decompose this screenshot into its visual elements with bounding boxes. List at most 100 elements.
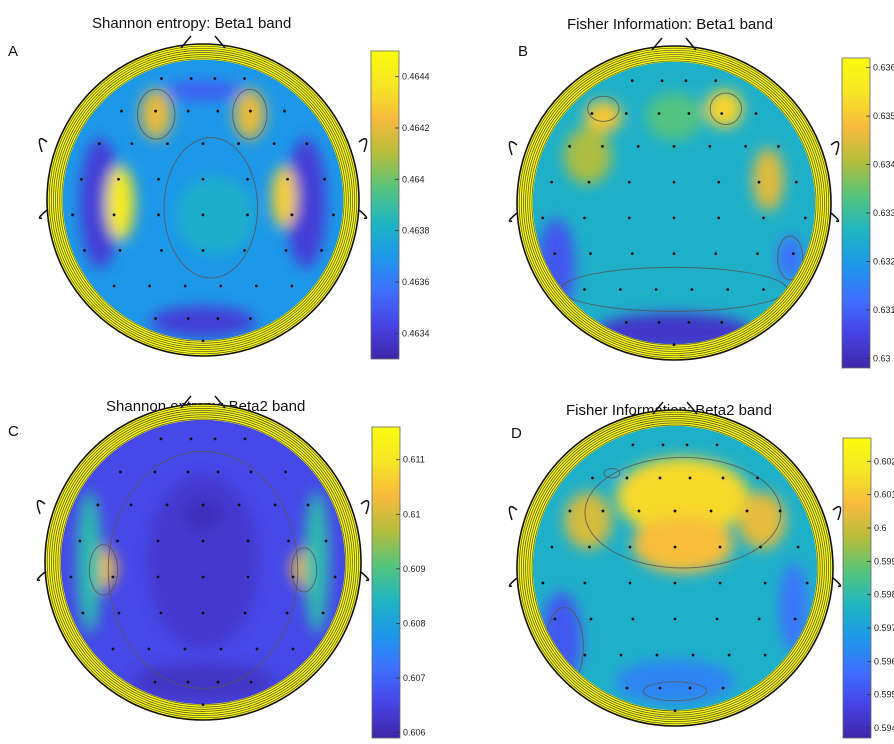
electrode-dot (111, 647, 115, 651)
electrode-dot (721, 476, 725, 480)
electrode-dot (154, 109, 157, 113)
electrode-dot (541, 216, 545, 220)
colorbar-tick-label: 0.4642 (402, 123, 430, 133)
electrode-dot (71, 213, 74, 217)
electrode-dot (219, 284, 223, 288)
electrode-dot (550, 545, 554, 549)
electrode-dot (216, 470, 220, 474)
rim-contour (50, 47, 356, 353)
electrode-dot (672, 144, 676, 148)
electrode-dot (654, 288, 658, 291)
contour-line (136, 88, 176, 140)
blob-right-temporal-cold (779, 563, 808, 652)
electrode-dot (306, 503, 310, 507)
rim-contour (59, 56, 347, 344)
electrode-dot (588, 545, 591, 549)
electrode-dot (159, 611, 163, 615)
electrode-dot (756, 476, 759, 480)
blob-right-frontal-warm (738, 492, 786, 550)
colorbar-tick-label: 0.635 (873, 111, 894, 121)
blob-posterior-cold (149, 306, 257, 338)
contour-line (232, 88, 268, 140)
blob-left-warm (564, 127, 612, 185)
rim-contour (529, 422, 821, 714)
electrode-dot (715, 617, 719, 621)
blob-central-warm (176, 176, 255, 255)
topomap-field (532, 425, 818, 711)
electrode-dot (153, 470, 157, 474)
electrode-dot (763, 581, 767, 585)
electrode-dot (754, 112, 758, 115)
electrode-dot (684, 79, 688, 83)
colorbar-tick-label: 0.594 (874, 723, 894, 733)
nose-icon (652, 401, 698, 415)
electrode-dot (246, 177, 249, 181)
electrode-dot (672, 180, 676, 184)
electrode-dot (715, 443, 719, 447)
rim-contour (55, 52, 351, 348)
head-outline (516, 409, 834, 727)
electrode-dot (583, 653, 587, 657)
electrode-dot (718, 581, 722, 585)
panel-b-letter: B (518, 43, 529, 60)
rim-contour (523, 416, 827, 720)
electrode-dot (154, 317, 157, 320)
colorbar (371, 426, 401, 739)
electrode-dot (714, 252, 718, 256)
electrode-dot (759, 545, 762, 549)
left-ear-icon (38, 137, 48, 220)
electrode-dot (637, 509, 641, 513)
colorbar-tick-label: 0.598 (874, 590, 894, 600)
colorbar-tick-label: 0.631 (873, 305, 894, 315)
electrode-dot (688, 476, 692, 480)
colorbar-tick-label: 0.601 (874, 490, 894, 500)
electrode-dot (660, 79, 664, 83)
electrode-dot (246, 213, 249, 217)
electrode-dot (213, 77, 217, 80)
electrode-dot (661, 443, 665, 447)
electrode-dot (601, 144, 604, 148)
contour-line (163, 137, 259, 279)
blob-left-rim (76, 490, 102, 634)
colorbar-tick-label: 0.611 (403, 455, 425, 465)
electrode-dot (627, 180, 631, 184)
electrode-dot (803, 216, 807, 220)
colorbar-tick-label: 0.609 (403, 564, 426, 574)
electrode-dot (332, 213, 335, 217)
electrode-dot (186, 317, 190, 320)
electrode-dot (116, 539, 119, 543)
electrode-dot (568, 509, 572, 513)
electrode-dot (553, 252, 557, 256)
blob-right-band (285, 137, 327, 269)
colorbar-tick-label: 0.4644 (402, 72, 430, 82)
electrode-dot (201, 611, 205, 615)
blob-frontal-mid (645, 93, 703, 141)
electrode-dot (219, 647, 223, 651)
right-ear-icon (832, 505, 842, 588)
electrode-dot (283, 109, 286, 113)
electrode-dot (201, 248, 205, 252)
electrode-dot (709, 509, 713, 513)
electrode-dot (619, 653, 623, 657)
electrode-dot (583, 216, 586, 220)
electrode-dot (147, 647, 151, 651)
rim-contour (518, 411, 832, 725)
electrode-dot (78, 539, 82, 543)
electrode-dot (96, 503, 100, 507)
left-ear-icon (508, 140, 518, 223)
electrode-dot (130, 142, 134, 146)
colorbar-tick-label: 0.61 (403, 509, 421, 519)
rim-contour (527, 56, 821, 350)
panel-c-letter: C (8, 423, 19, 440)
blob-frontal-small-cold (603, 468, 620, 478)
electrode-dot (777, 144, 780, 148)
electrode-dot (69, 575, 73, 579)
electrode-dot (762, 216, 765, 220)
electrode-dot (290, 213, 294, 217)
blob-right-cold (777, 235, 803, 280)
electrode-dot (320, 248, 323, 252)
blob-left-hot (106, 165, 135, 241)
electrode-dot (708, 144, 712, 148)
electrode-dot (583, 288, 586, 291)
